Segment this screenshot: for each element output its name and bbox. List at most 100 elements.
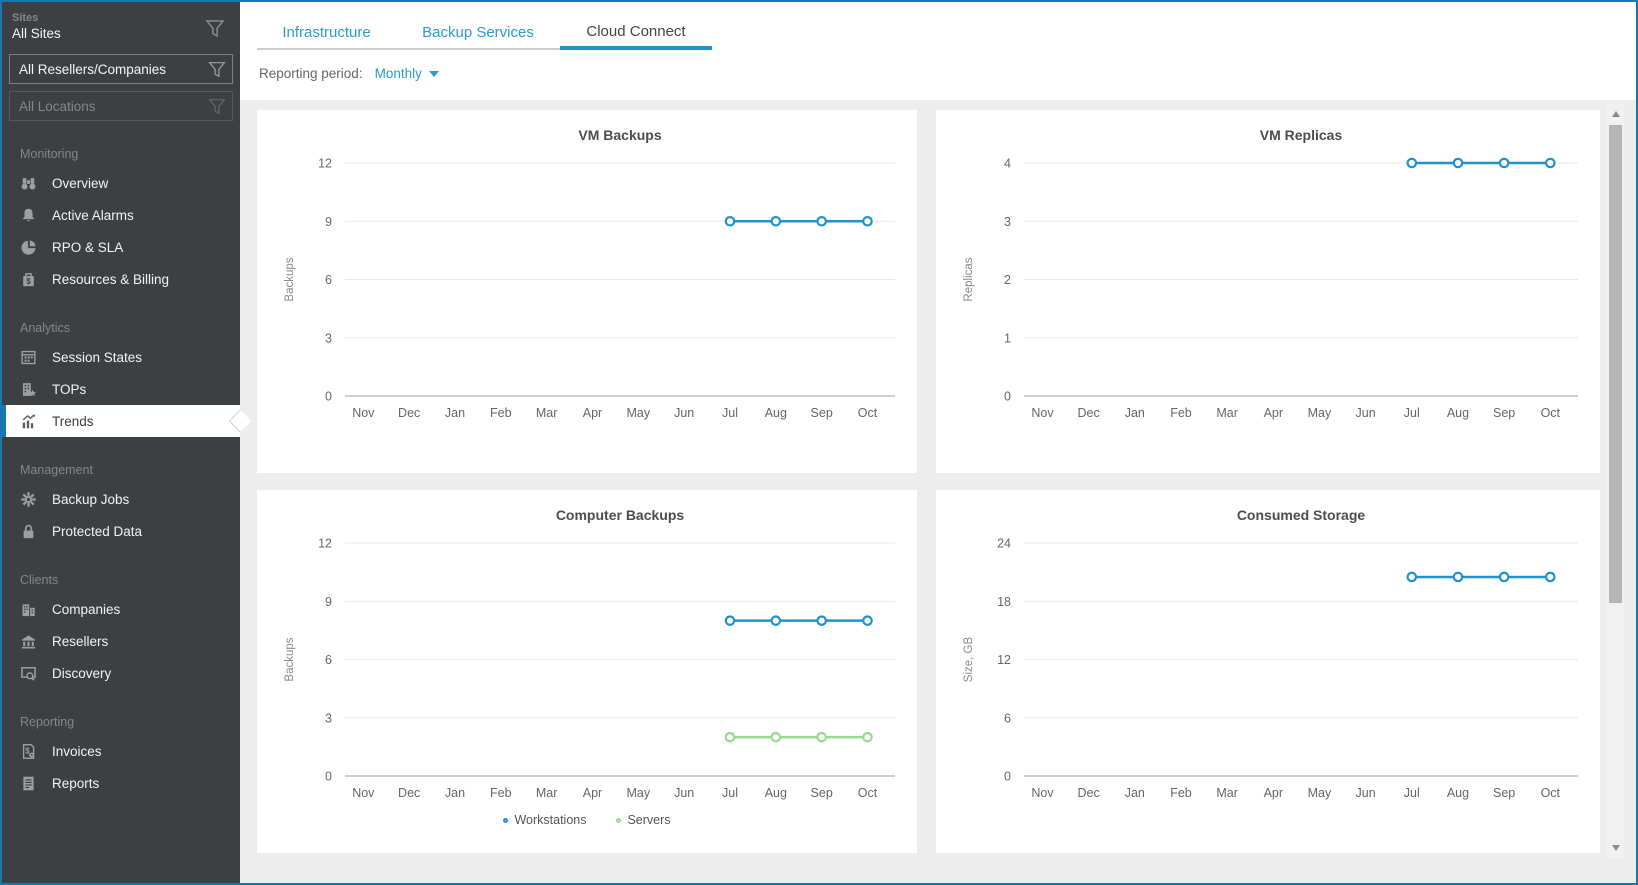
- svg-text:$: $: [25, 746, 30, 755]
- sites-label: Sites: [12, 12, 39, 24]
- scrollbar-thumb[interactable]: [1609, 125, 1622, 603]
- legend-item-workstations[interactable]: Workstations: [503, 813, 586, 827]
- chart-card-consumed-storage: Consumed Storage 0 6 12 18 24 Size, GB Nov Dec Ja…: [936, 490, 1600, 853]
- reporting-period-label: Reporting period:: [259, 66, 363, 81]
- data-point[interactable]: [770, 215, 782, 227]
- chart-card-vm-replicas: VM Replicas 0 1 2 3 4 Replicas Nov Dec Jan Feb Mar A…: [936, 110, 1600, 473]
- sidebar-item-resources-billing[interactable]: $ Resources & Billing: [2, 263, 240, 295]
- x-tick-label: May: [1308, 406, 1332, 420]
- x-tick-label: Jul: [722, 786, 738, 800]
- sidebar-item-protected-data[interactable]: Protected Data: [2, 515, 240, 547]
- x-tick-label: May: [627, 786, 651, 800]
- sidebar-item-companies[interactable]: Companies: [2, 593, 240, 625]
- x-tick-label: Jul: [1404, 786, 1420, 800]
- sidebar-item-active-alarms[interactable]: Active Alarms: [2, 199, 240, 231]
- companies-icon: [20, 601, 37, 618]
- sidebar-item-invoices[interactable]: $ Invoices: [2, 735, 240, 767]
- tab-cloud-connect[interactable]: Cloud Connect: [560, 16, 712, 50]
- nav-section-reporting: Reporting: [20, 715, 75, 729]
- x-tick-label: Jan: [445, 406, 465, 420]
- data-point[interactable]: [1498, 157, 1510, 169]
- data-point[interactable]: [862, 615, 873, 626]
- data-point[interactable]: [862, 731, 873, 743]
- tops-icon: [20, 381, 37, 398]
- data-point[interactable]: [1406, 571, 1418, 583]
- chart-legend: Workstations Servers: [257, 813, 917, 827]
- data-point[interactable]: [1498, 571, 1510, 583]
- sidebar-item-label: Trends: [52, 413, 94, 429]
- nav-section-monitoring: Monitoring: [20, 147, 79, 161]
- x-tick-label: Jun: [674, 786, 694, 800]
- bell-icon: [20, 207, 37, 224]
- vertical-scrollbar[interactable]: [1607, 104, 1624, 858]
- sidebar-filters: Sites All Sites All Resellers/Companies …: [2, 2, 240, 121]
- data-point[interactable]: [770, 615, 782, 626]
- scroll-up-button[interactable]: [1607, 106, 1624, 122]
- y-tick-label: 1: [1004, 331, 1011, 345]
- resellers-companies-filter[interactable]: All Resellers/Companies: [9, 54, 233, 84]
- legend-label: Workstations: [514, 813, 587, 827]
- x-tick-label: Apr: [1264, 406, 1283, 420]
- x-tick-label: Sep: [811, 786, 833, 800]
- sidebar-item-overview[interactable]: Overview: [2, 167, 240, 199]
- scroll-down-icon: [1611, 845, 1620, 851]
- bank-icon: [20, 633, 37, 650]
- x-tick-label: Dec: [398, 786, 420, 800]
- reporting-period-dropdown[interactable]: Monthly: [375, 66, 439, 81]
- sidebar-item-rpo-sla[interactable]: RPO & SLA: [2, 231, 240, 263]
- legend-marker-icon: [616, 817, 622, 823]
- sites-filter[interactable]: Sites All Sites: [9, 10, 233, 47]
- legend-item-servers[interactable]: Servers: [616, 813, 671, 827]
- x-tick-label: Nov: [1031, 406, 1054, 420]
- chart-computer-backups: Computer Backups 0 3 6 9 12 Backups Nov Dec Jan Fe…: [284, 507, 895, 800]
- data-point[interactable]: [724, 731, 736, 743]
- funnel-icon[interactable]: [208, 60, 226, 80]
- y-axis-label: Backups: [284, 637, 296, 681]
- data-point[interactable]: [1452, 571, 1464, 583]
- sidebar-item-discovery[interactable]: Discovery: [2, 657, 240, 689]
- data-point[interactable]: [724, 215, 736, 227]
- y-tick-label: 3: [325, 711, 332, 725]
- y-tick-label: 12: [997, 653, 1011, 667]
- sidebar-item-session-states[interactable]: Session States: [2, 341, 240, 373]
- y-tick-label: 6: [325, 653, 332, 667]
- data-point[interactable]: [1544, 571, 1556, 583]
- x-tick-label: Feb: [1170, 786, 1192, 800]
- data-point[interactable]: [770, 731, 782, 743]
- y-tick-label: 6: [1004, 711, 1011, 725]
- funnel-icon[interactable]: [205, 18, 225, 40]
- y-tick-label: 12: [318, 537, 332, 551]
- data-point[interactable]: [1406, 157, 1418, 169]
- sidebar-item-label: Session States: [52, 349, 143, 365]
- report-icon: [20, 775, 37, 792]
- resellers-companies-value: All Resellers/Companies: [19, 61, 167, 77]
- y-tick-label: 2: [1004, 273, 1011, 287]
- scroll-down-button[interactable]: [1607, 840, 1624, 856]
- sidebar-item-tops[interactable]: TOPs: [2, 373, 240, 405]
- chart-title: VM Backups: [578, 127, 661, 143]
- tab-backup-services[interactable]: Backup Services: [396, 16, 560, 50]
- x-tick-label: Aug: [765, 786, 787, 800]
- data-point[interactable]: [724, 615, 736, 626]
- x-tick-label: Mar: [536, 406, 558, 420]
- nav-section-clients: Clients: [20, 573, 59, 587]
- data-point[interactable]: [816, 731, 827, 743]
- tab-infrastructure[interactable]: Infrastructure: [257, 16, 396, 50]
- sidebar-item-resellers[interactable]: Resellers: [2, 625, 240, 657]
- sites-value: All Sites: [12, 26, 61, 41]
- sidebar-item-backup-jobs[interactable]: Backup Jobs: [2, 483, 240, 515]
- sidebar-item-label: Overview: [52, 175, 109, 191]
- nav-section-management: Management: [20, 463, 93, 477]
- data-point[interactable]: [862, 215, 873, 227]
- data-point[interactable]: [816, 615, 827, 626]
- data-point[interactable]: [816, 215, 827, 227]
- sidebar: Sites All Sites All Resellers/Companies …: [2, 2, 240, 883]
- x-tick-label: Feb: [1170, 406, 1192, 420]
- sidebar-item-reports[interactable]: Reports: [2, 767, 240, 799]
- data-point[interactable]: [1544, 157, 1556, 169]
- discovery-icon: [20, 665, 37, 682]
- sidebar-item-trends[interactable]: Trends: [2, 405, 240, 437]
- main-area: Infrastructure Backup Services Cloud Conne…: [240, 2, 1636, 883]
- data-point[interactable]: [1452, 157, 1464, 169]
- x-tick-label: Jun: [1356, 406, 1376, 420]
